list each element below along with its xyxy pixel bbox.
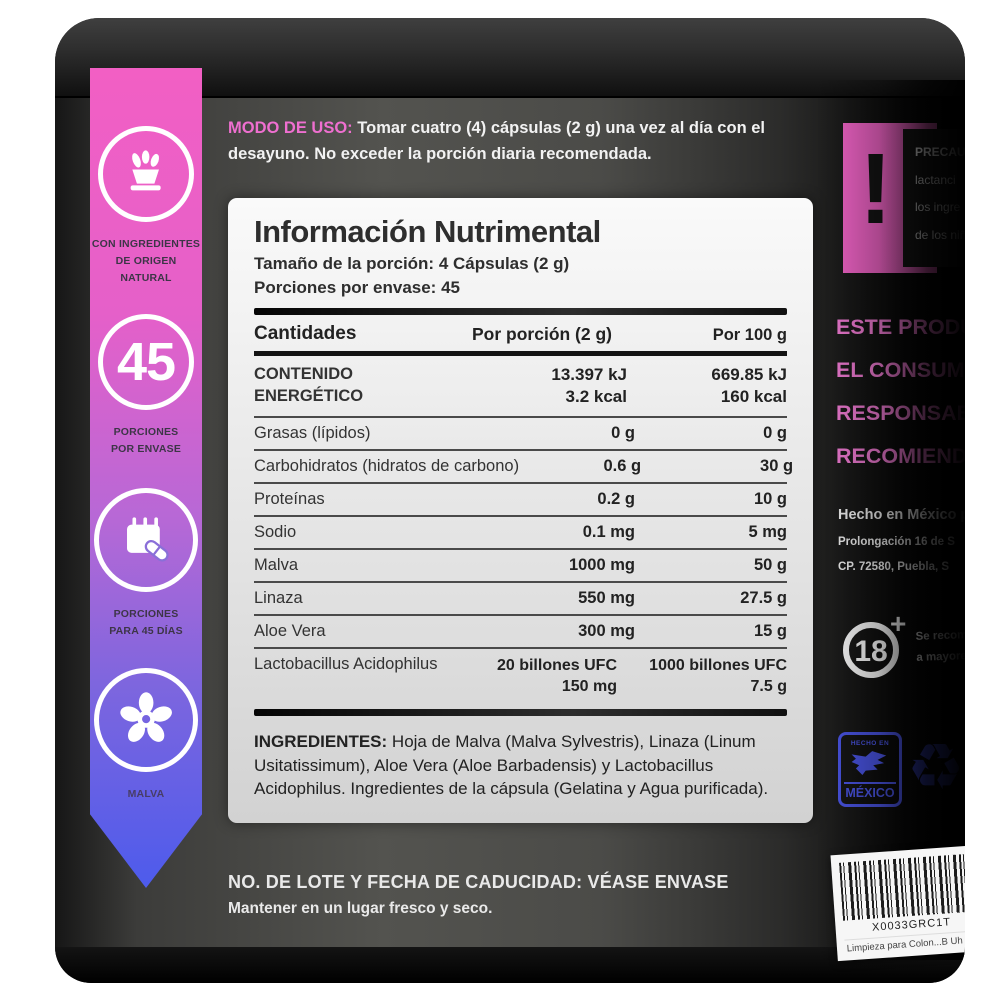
barcode-bars — [839, 853, 965, 921]
servings-count-number: 45 — [116, 332, 176, 393]
divider-bar — [254, 307, 787, 315]
table-row: Linaza 550 mg 27.5 g — [254, 583, 787, 616]
natural-origin-label: CON INGREDIENTES DE ORIGEN NATURAL — [91, 238, 201, 284]
calendar-capsule-icon — [126, 517, 169, 562]
servings-count-badge: 45 — [98, 314, 194, 411]
table-row: Sodio 0.1 mg 5 mg — [254, 517, 787, 550]
ingredients-paragraph: INGREDIENTES: Hoja de Malva (Malva Sylve… — [254, 730, 787, 801]
natural-origin-badge — [98, 126, 194, 222]
usage-text: Tomar cuatro (4) cápsulas (2 g) una vez … — [228, 119, 765, 163]
table-row: Aloe Vera 300 mg 15 g — [254, 616, 787, 649]
table-row: Malva 1000 mg 50 g — [254, 550, 787, 583]
malva-badge — [94, 667, 198, 772]
ingredients-heading: INGREDIENTES: — [254, 731, 388, 751]
age-restriction: 18 + Se recom a mayore — [838, 612, 965, 682]
flower-icon — [120, 692, 172, 743]
exclamation-icon: ! — [859, 133, 893, 245]
divider-bar — [254, 708, 787, 716]
lot-line: NO. DE LOTE Y FECHA DE CADUCIDAD: VÉASE … — [228, 872, 729, 892]
col-per-100g: Por 100 g — [712, 325, 787, 344]
svg-text:18: 18 — [854, 635, 887, 668]
servings-per-container: Porciones por envase: 45 — [254, 278, 460, 298]
responsibility-statement: ESTE PRODU EL CONSUM RESPONSAB RECOMIEND — [836, 315, 965, 468]
bottle-lid — [55, 18, 965, 98]
svg-text:+: + — [890, 612, 906, 639]
days-supply-badge — [94, 487, 198, 592]
usage-heading: MODO DE USO: — [228, 119, 353, 137]
col-per-serving: Por porción (2 g) — [472, 323, 612, 344]
table-row-energy: CONTENIDO ENERGÉTICO 13.397 kJ 3.2 kcal … — [254, 356, 787, 418]
malva-label: MALVA — [127, 787, 165, 800]
bottle-base — [55, 947, 965, 983]
table-row: Grasas (lípidos) 0 g 0 g — [254, 418, 787, 451]
nutrition-title: Información Nutrimental — [254, 214, 601, 249]
table-row: Carbohidratos (hidratos de carbono) 0.6 … — [254, 451, 793, 484]
col-quantity: Cantidades — [254, 322, 357, 344]
eagle-icon — [851, 751, 887, 775]
lot-and-storage: NO. DE LOTE Y FECHA DE CADUCIDAD: VÉASE … — [228, 872, 729, 918]
hecho-en-mexico-logo: HECHO EN MÉXICO — [838, 732, 902, 807]
servings-count-label: PORCIONES POR ENVASE — [110, 426, 182, 456]
age-18-plus-icon: 18 + — [843, 612, 906, 678]
recycle-icon: ♻ — [907, 731, 965, 803]
precaution-box: ! PRECAUCI lactanci los ingre de los niñ — [843, 123, 965, 273]
table-row: Proteínas 0.2 g 10 g — [254, 484, 787, 517]
table-row-lactobacillus: Lactobacillus Acidophilus 20 billones UF… — [254, 654, 787, 696]
usage-instructions: MODO DE USO: Tomar cuatro (4) cápsulas (… — [228, 116, 838, 167]
serving-size: Tamaño de la porción: 4 Cápsulas (2 g) — [254, 254, 570, 273]
ingredients-text: Hoja de Malva (Malva Sylvestris), Linaza… — [254, 731, 769, 799]
mortar-herb-icon — [131, 150, 161, 191]
table-header: Cantidades Por porción (2 g) Por 100 g — [254, 319, 787, 356]
manufacturer-address: Hecho en México p Prolongación 16 de S C… — [838, 507, 965, 573]
days-supply-label: PORCIONES PARA 45 DÍAS — [109, 607, 183, 637]
precaution-text: PRECAUCI lactanci los ingre de los niñ — [903, 129, 965, 267]
barcode-sticker: X0033GRC1T Limpieza para Colon...B Uh Sa… — [830, 844, 965, 962]
nutrition-facts-panel: Información Nutrimental Tamaño de la por… — [228, 198, 813, 824]
supplement-bottle: CON INGREDIENTES DE ORIGEN NATURAL 45 PO… — [55, 18, 965, 983]
storage-line: Mantener en un lugar fresco y seco. — [228, 900, 493, 917]
left-benefits-ribbon: CON INGREDIENTES DE ORIGEN NATURAL 45 PO… — [90, 68, 202, 888]
age-note: Se recom a mayore — [915, 629, 965, 664]
